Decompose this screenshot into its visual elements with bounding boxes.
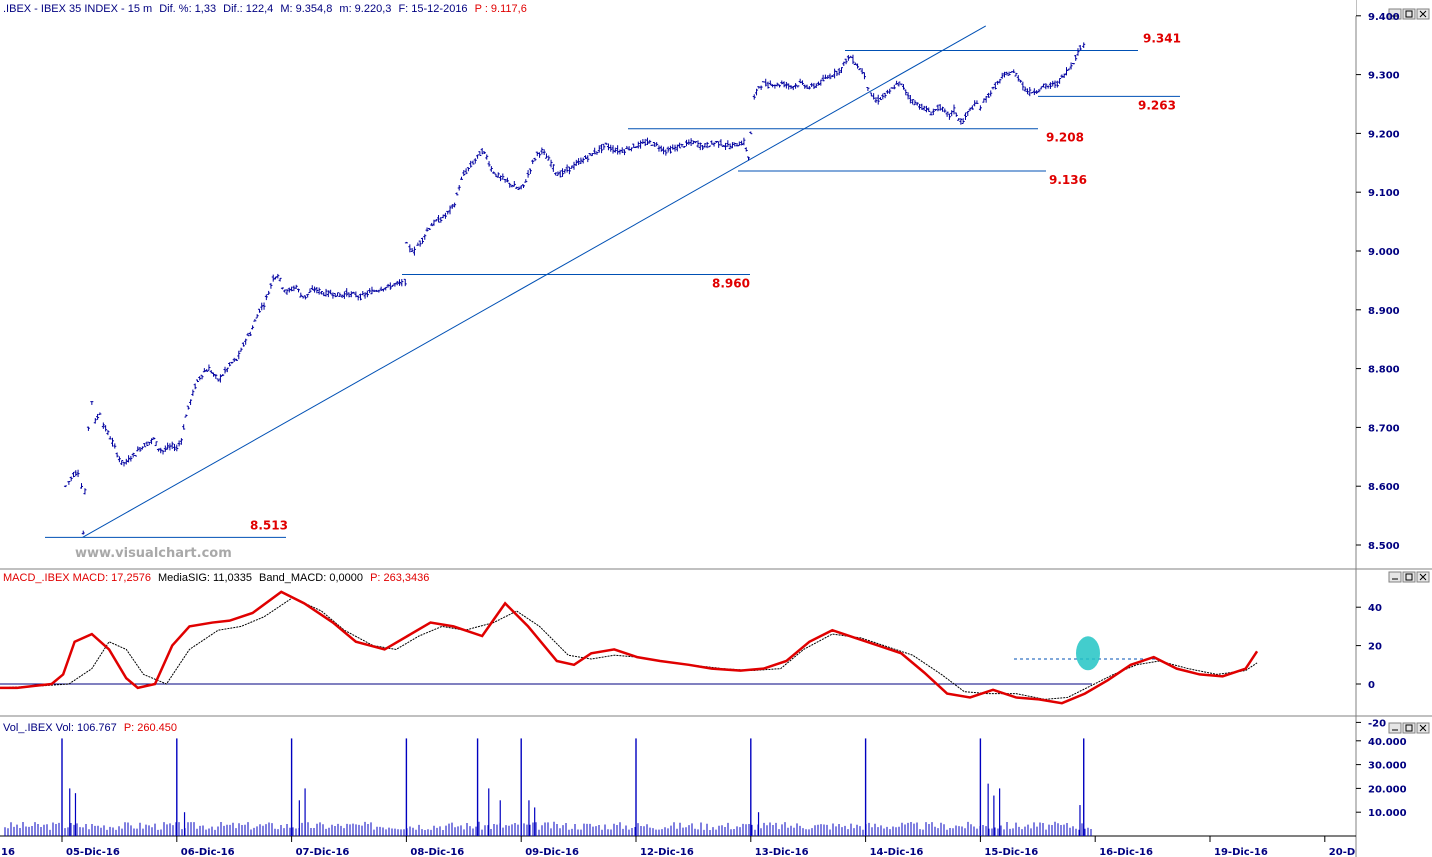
volume-tick-label: 20.000 [1368,784,1407,795]
maximize-button[interactable] [1402,571,1416,583]
price-tick-label: 9.100 [1368,188,1400,199]
support-resistance-levels: 9.341 9.263 9.208 9.136 8.960 8.513 [45,25,1181,538]
x-tick-label: 19-Dic-16 [1214,847,1268,857]
x-tick-label: 16-Dic-16 [1099,847,1153,857]
level-label: 9.263 [1138,98,1176,112]
price-tick-label: 8.800 [1368,365,1400,376]
price-tick-label: 8.500 [1368,541,1400,552]
macd-signal-line [0,597,1258,700]
price-header [0,0,1356,16]
price-tick-label: 8.900 [1368,306,1400,317]
volume-tick-label: 30.000 [1368,761,1407,772]
macd-tick-label: 0 [1368,680,1375,691]
price-tick-label: 9.300 [1368,71,1400,82]
close-button[interactable] [1416,8,1430,20]
x-tick-label: 13-Dic-16 [755,847,809,857]
minimize-button[interactable] [1388,571,1402,583]
x-tick-label: 15-Dic-16 [984,847,1038,857]
price-panel-controls [1388,8,1430,20]
close-button[interactable] [1416,571,1430,583]
level-label: 8.513 [250,518,288,532]
close-button[interactable] [1416,722,1430,734]
macd-panel-controls [1388,571,1430,583]
maximize-button[interactable] [1402,8,1416,20]
price-tick-label: 9.200 [1368,129,1400,140]
maximize-button[interactable] [1402,722,1416,734]
x-tick-label: 07-Dic-16 [296,847,350,857]
trendline [82,25,987,538]
volume-bars [4,738,1092,836]
level-label: 9.208 [1046,131,1084,145]
macd-header-text: MACD_.IBEX MACD: 17,2576 MediaSIG: 11,03… [3,572,429,584]
macd-plot [0,590,1259,705]
volume-tick-label: 10.000 [1368,808,1407,819]
x-tick-label: 08-Dic-16 [410,847,464,857]
price-tick-label: 9.400 [1368,12,1400,23]
level-label: 9.136 [1049,173,1087,187]
x-tick-label: 14-Dic-16 [870,847,924,857]
x-tick-label: 20-D [1329,847,1355,857]
macd-y-axis: 40 20 0 -20 [1356,603,1386,729]
level-label: 9.341 [1143,31,1181,45]
x-axis: 16 05-Dic-16 06-Dic-16 07-Dic-16 08-Dic-16 09… [1,836,1355,857]
price-tick-label: 8.600 [1368,482,1400,493]
volume-header-text: Vol_.IBEX Vol: 106.767 P: 260.450 [3,722,177,734]
price-tick-label: 8.700 [1368,423,1400,434]
price-tick-label: 9.000 [1368,247,1400,258]
macd-tick-label: 20 [1368,642,1382,653]
macd-highlight-marker [1076,636,1100,671]
price-bars [63,42,1086,535]
x-tick-label: 05-Dic-16 [66,847,120,857]
macd-tick-label: -20 [1368,718,1386,729]
volume-y-axis: 40.000 30.000 20.000 10.000 [1356,737,1407,819]
minimize-button[interactable] [1388,8,1402,20]
price-y-axis: 8.500 8.600 8.700 8.800 8.900 9.000 9.100 9.200… [1356,12,1400,552]
watermark: www.visualchart.com [75,546,232,561]
x-tick-label: 09-Dic-16 [525,847,579,857]
volume-tick-label: 40.000 [1368,737,1407,748]
macd-line [0,590,1259,705]
price-header-text: .IBEX - IBEX 35 INDEX - 15 m Dif. %: 1,3… [3,3,527,15]
x-tick-label: 12-Dic-16 [640,847,694,857]
x-tick-label: 16 [1,847,15,857]
macd-tick-label: 40 [1368,603,1382,614]
level-label: 8.960 [712,277,750,291]
minimize-button[interactable] [1388,722,1402,734]
x-tick-label: 06-Dic-16 [181,847,235,857]
volume-panel-controls [1388,722,1430,734]
